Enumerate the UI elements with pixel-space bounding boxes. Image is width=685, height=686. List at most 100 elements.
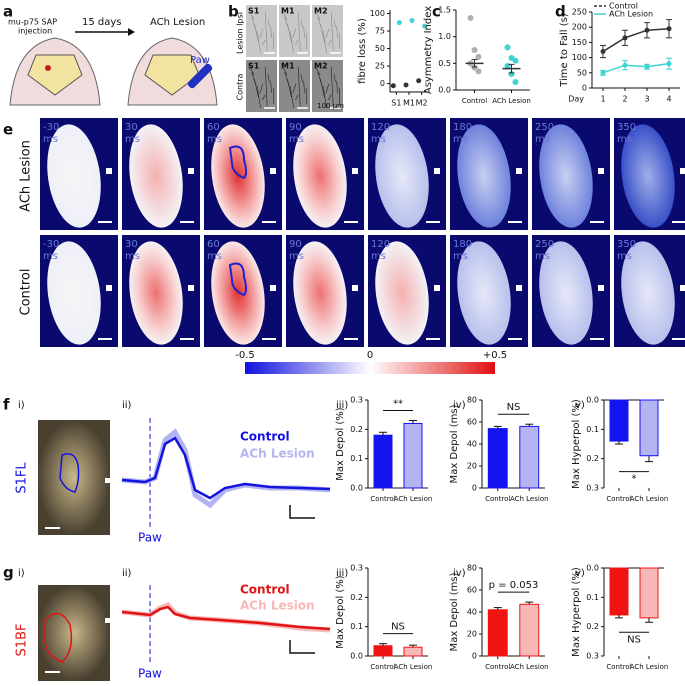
- fibre: [256, 30, 261, 54]
- fibre: [328, 39, 332, 46]
- marker: [270, 285, 276, 291]
- time-label: 180: [453, 122, 472, 133]
- x-tick-label: Control: [606, 495, 631, 503]
- text: 15 days: [82, 17, 122, 28]
- significance-label: NS: [507, 402, 521, 413]
- panel-b: b Lesion Ipsi Contra S1 M1 M2 S1 M1 M2 100 μm: [228, 3, 344, 112]
- row-label: Contra: [236, 73, 245, 100]
- sub-label: i): [18, 400, 25, 411]
- bar: [609, 567, 629, 616]
- y-axis-label: Asymmetry Index: [423, 6, 434, 94]
- marker: [188, 168, 194, 174]
- panel-g: g i) ii) iii) iv) v) S1BF Control ACh Le…: [3, 564, 585, 681]
- fibre: [314, 64, 321, 76]
- y-tick-label: 0.2: [586, 454, 599, 463]
- panel-label: c: [432, 3, 441, 21]
- y-tick-label: 0.2: [586, 622, 599, 631]
- bar: [487, 609, 508, 657]
- line: [602, 62, 670, 74]
- marker: [680, 285, 685, 291]
- bar: [373, 645, 393, 657]
- sub-label: v): [575, 568, 585, 579]
- row-label: Lesion Ipsi: [236, 12, 245, 54]
- fibre: [297, 11, 301, 52]
- x-tick-label: 2: [622, 95, 627, 104]
- significance-label: *: [632, 474, 637, 485]
- y-tick-label: 0.3: [350, 564, 363, 573]
- x-tick-label: Control: [606, 663, 631, 671]
- cortex-map: [211, 124, 265, 228]
- x-tick-label: ACh Lesion: [510, 663, 549, 671]
- y-axis-label: Max Depol (ms): [449, 572, 460, 651]
- trace: [121, 436, 331, 500]
- bar: [639, 399, 659, 457]
- point: [390, 83, 396, 89]
- region-label: M2: [314, 62, 328, 71]
- arrow-head: [128, 28, 135, 36]
- fibre: [300, 18, 303, 28]
- region-label: S1FL: [15, 462, 30, 494]
- scale-bar: [289, 505, 315, 519]
- line: [602, 27, 670, 53]
- time-unit: ms: [453, 251, 468, 262]
- y-tick-label: 20: [467, 630, 477, 639]
- point: [512, 57, 519, 64]
- y-tick-label: 0.3: [586, 652, 599, 661]
- time-unit: ms: [535, 134, 550, 145]
- fibre: [336, 80, 338, 94]
- fibre: [314, 9, 321, 21]
- y-tick-label: 40: [467, 608, 477, 617]
- fibre: [325, 28, 330, 39]
- fibre: [295, 39, 299, 46]
- fibre: [273, 87, 275, 105]
- roi: [44, 612, 73, 663]
- fibre: [254, 78, 259, 98]
- x-tick-label: ACh Lesion: [492, 97, 531, 105]
- text: Paw: [190, 55, 210, 66]
- panel-label: b: [228, 3, 239, 21]
- fibre: [320, 23, 325, 43]
- fibre: [333, 73, 336, 83]
- significance-label: **: [393, 399, 403, 410]
- x-tick-label: M2: [416, 99, 428, 108]
- x-tick-label: ACh Lesion: [394, 663, 433, 671]
- marker: [516, 285, 522, 291]
- time-unit: ms: [371, 134, 386, 145]
- y-tick-label: 0.0: [350, 652, 363, 661]
- y-tick-label: 150: [572, 38, 587, 47]
- legend-label: Control: [240, 430, 290, 444]
- y-axis-label: Max Hyperpol (%): [571, 567, 582, 657]
- marker: [106, 285, 112, 291]
- time-label: 120: [371, 239, 390, 250]
- marker: [680, 168, 685, 174]
- time-unit: ms: [43, 134, 58, 145]
- y-tick-label: 200: [572, 23, 587, 32]
- fibre: [336, 25, 338, 39]
- point: [512, 79, 519, 85]
- sub-label: v): [575, 400, 585, 411]
- colorbar-label: +0.5: [483, 350, 507, 361]
- y-tick-label: 20: [467, 462, 477, 471]
- legend-label: ACh Lesion: [240, 447, 315, 461]
- y-tick-label: 0.3: [586, 484, 599, 493]
- fibre: [289, 85, 294, 109]
- marker: [434, 168, 440, 174]
- legend-label: ACh Lesion: [609, 10, 653, 19]
- marker: [106, 168, 112, 174]
- y-axis-label: Time to Fall (s): [559, 13, 570, 88]
- cortex-map: [621, 124, 675, 228]
- marker: [105, 478, 110, 483]
- marker: [666, 26, 672, 32]
- point: [396, 20, 402, 26]
- panel-f: f i) ii) iii) iv) v) S1FL Control ACh Le…: [3, 396, 585, 545]
- row-label: ACh Lesion: [19, 140, 34, 212]
- fibre: [281, 64, 288, 76]
- panel-e: e ACh Lesion Control -0.5 0 +0.5 -30ms30…: [3, 118, 685, 374]
- fibre: [259, 83, 264, 94]
- fibre: [306, 32, 308, 50]
- fibre: [300, 73, 303, 83]
- y-tick-label: 40: [467, 440, 477, 449]
